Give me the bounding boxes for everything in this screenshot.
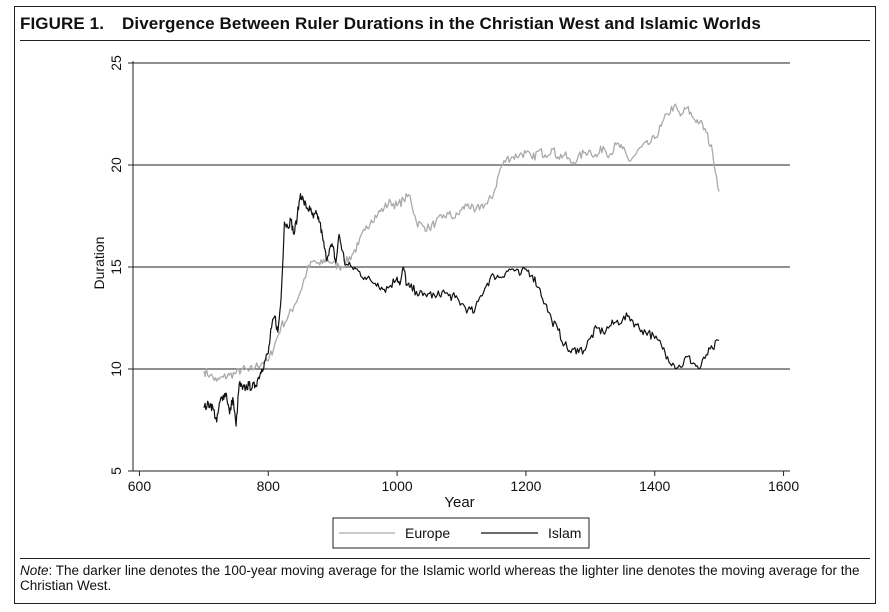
note-prefix: Note [20,563,49,578]
x-ticks: 600 800 1000 1200 1400 1600 [128,471,799,494]
series-line-europe [203,103,720,382]
figure-title: FIGURE 1. Divergence Between Ruler Durati… [20,14,761,34]
series-layer [203,103,720,427]
line-chart: 600 800 1000 1200 1400 1600 5 10 15 20 25 Year Du… [91,55,799,549]
legend: Europe Islam [332,517,590,549]
figure-label: FIGURE 1. [20,14,105,33]
figure-frame [14,6,876,604]
y-axis-title: Duration [91,237,107,290]
note-rule [20,558,870,559]
y-tick-label: 10 [108,361,124,377]
x-tick-label: 1000 [382,478,413,494]
x-tick-label: 600 [128,478,152,494]
y-tick-label: 25 [108,55,124,71]
x-tick-label: 800 [257,478,281,494]
x-tick-label: 1200 [510,478,541,494]
x-tick-label: 1600 [768,478,799,494]
x-axis-title: Year [444,494,474,511]
y-ticks: 5 10 15 20 25 [108,55,133,475]
figure-title-text: Divergence Between Ruler Durations in th… [122,14,761,33]
title-rule [20,40,870,41]
note-text: : The darker line denotes the 100-year m… [20,563,860,593]
legend-label-europe: Europe [405,525,450,541]
series-line-islam [203,193,720,427]
y-tick-label: 5 [108,467,124,475]
legend-label-islam: Islam [548,525,581,541]
x-tick-label: 1400 [639,478,670,494]
figure-note: Note: The darker line denotes the 100-ye… [20,563,872,593]
y-tick-label: 15 [108,259,124,275]
axis-layer [132,61,790,472]
y-tick-label: 20 [108,157,124,173]
grid-layer [133,62,790,370]
